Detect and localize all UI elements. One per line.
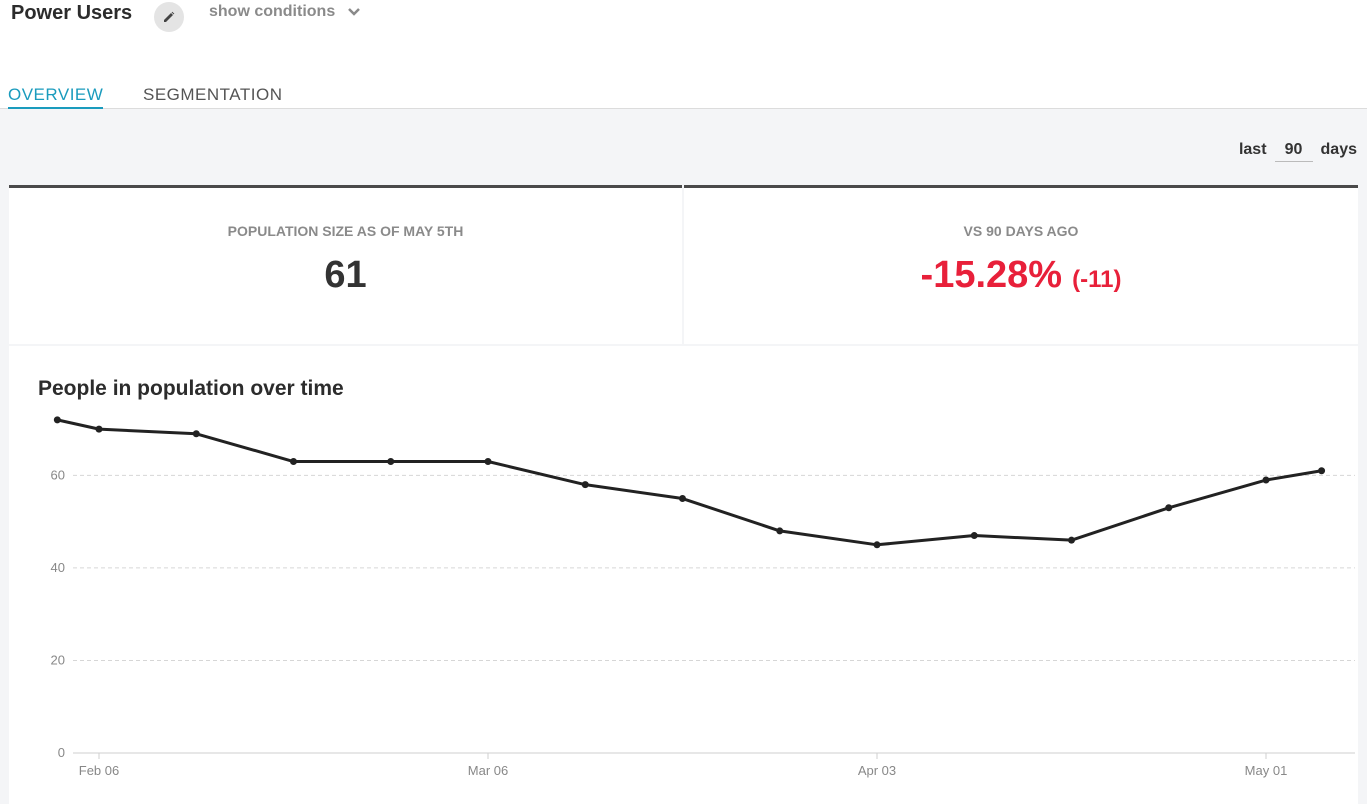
x-tick-label: Mar 06: [468, 763, 508, 778]
header: Power Users show conditions: [0, 0, 1367, 40]
show-conditions-toggle[interactable]: show conditions: [209, 3, 361, 21]
y-tick-label: 20: [51, 652, 65, 667]
data-point: [679, 495, 686, 503]
population-size-value: 61: [324, 254, 367, 296]
tab-bar: OVERVIEW SEGMENTATION: [0, 78, 1367, 109]
data-point: [290, 458, 297, 466]
range-days-input[interactable]: [1274, 138, 1313, 162]
data-point: [484, 458, 492, 466]
change-card: VS 90 DAYS AGO -15.28% (-11): [684, 185, 1358, 344]
range-prefix: last: [1238, 141, 1267, 158]
page-title: Power Users: [11, 2, 133, 24]
data-point: [192, 430, 200, 438]
range-suffix: days: [1320, 141, 1357, 158]
y-tick-label: 40: [51, 560, 65, 575]
y-tick-label: 60: [51, 467, 65, 482]
data-point: [53, 416, 61, 424]
date-range-selector: last days: [1239, 138, 1357, 162]
y-tick-label: 0: [58, 745, 65, 760]
tab-segmentation[interactable]: SEGMENTATION: [143, 85, 283, 104]
data-point: [776, 527, 784, 535]
data-point: [387, 458, 395, 466]
pencil-icon: [164, 11, 175, 22]
population-line-chart: 0 20 40 60 Feb 06 Mar 06 Apr 03 May 01: [51, 416, 1355, 778]
data-point: [1262, 476, 1270, 484]
change-value-wrap: -15.28% (-11): [684, 254, 1358, 297]
population-chart-card: People in population over time 0 20 40 60 Fe…: [9, 346, 1358, 804]
data-point: [970, 532, 978, 540]
population-size-card: POPULATION SIZE AS OF MAY 5TH 61: [9, 185, 682, 344]
x-tick-label: Feb 06: [79, 763, 119, 778]
data-point: [1068, 536, 1075, 544]
series-line: [56, 418, 1322, 547]
tab-overview[interactable]: OVERVIEW: [8, 85, 104, 109]
show-conditions-label: show conditions: [209, 3, 336, 20]
population-size-label: POPULATION SIZE AS OF MAY 5TH: [227, 223, 464, 239]
change-percent: -15.28%: [920, 254, 1063, 296]
edit-button[interactable]: [154, 2, 184, 32]
x-tick-label: Apr 03: [858, 763, 896, 778]
data-point: [581, 481, 589, 489]
change-label: VS 90 DAYS AGO: [963, 223, 1079, 239]
data-point: [1318, 467, 1326, 475]
change-delta: (-11): [1072, 266, 1122, 293]
data-point: [1165, 504, 1173, 512]
chevron-down-icon: [348, 8, 361, 16]
x-tick-label: May 01: [1245, 763, 1288, 778]
data-point: [95, 425, 103, 433]
chart-title: People in population over time: [38, 377, 344, 400]
data-point: [873, 541, 881, 549]
